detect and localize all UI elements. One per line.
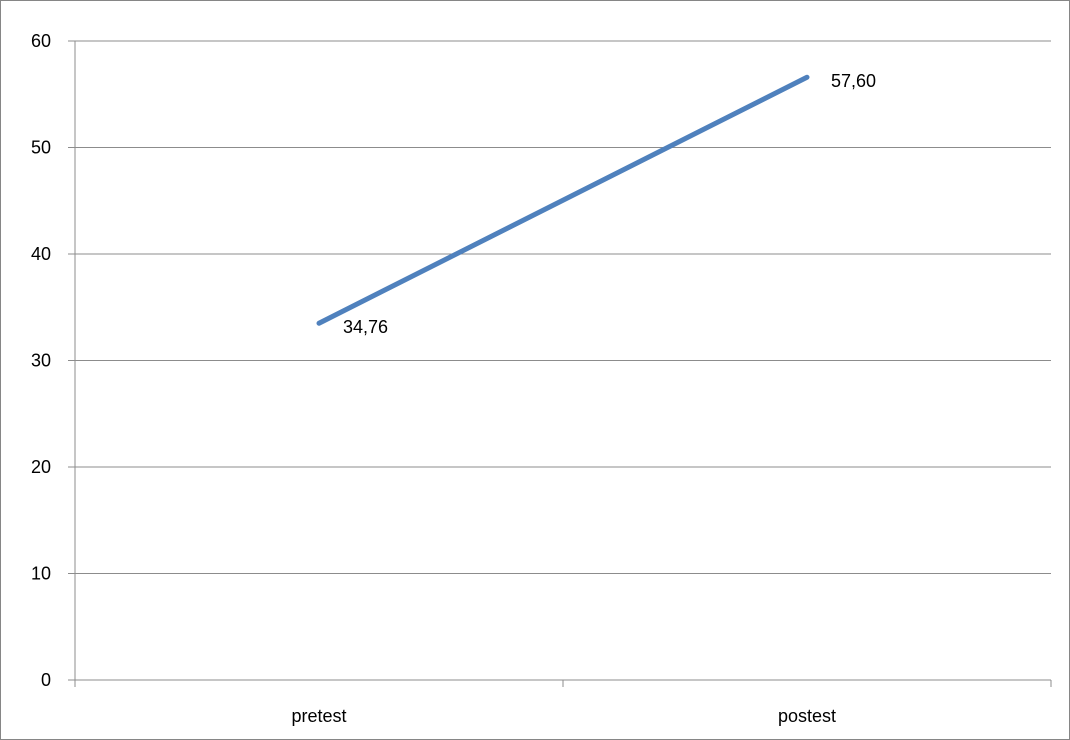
series-lines — [316, 74, 810, 326]
x-axis-tick-labels: pretest postest — [291, 706, 836, 726]
y-tick-label: 0 — [41, 670, 51, 690]
axes — [68, 40, 1052, 687]
y-axis-tick-labels: 0 10 20 30 40 50 60 — [31, 31, 51, 690]
y-tick-label: 30 — [31, 351, 51, 371]
data-labels: 34,76 57,60 — [343, 71, 876, 337]
y-tick-label: 40 — [31, 244, 51, 264]
y-tick-label: 20 — [31, 457, 51, 477]
y-tick-label: 60 — [31, 31, 51, 51]
series-line-0 — [316, 74, 810, 326]
data-label-pretest: 34,76 — [343, 317, 388, 337]
gridlines — [75, 40, 1051, 574]
y-tick-label: 10 — [31, 564, 51, 584]
x-tick-label-postest: postest — [778, 706, 836, 726]
y-tick-label: 50 — [31, 138, 51, 158]
data-label-postest: 57,60 — [831, 71, 876, 91]
x-tick-label-pretest: pretest — [291, 706, 346, 726]
